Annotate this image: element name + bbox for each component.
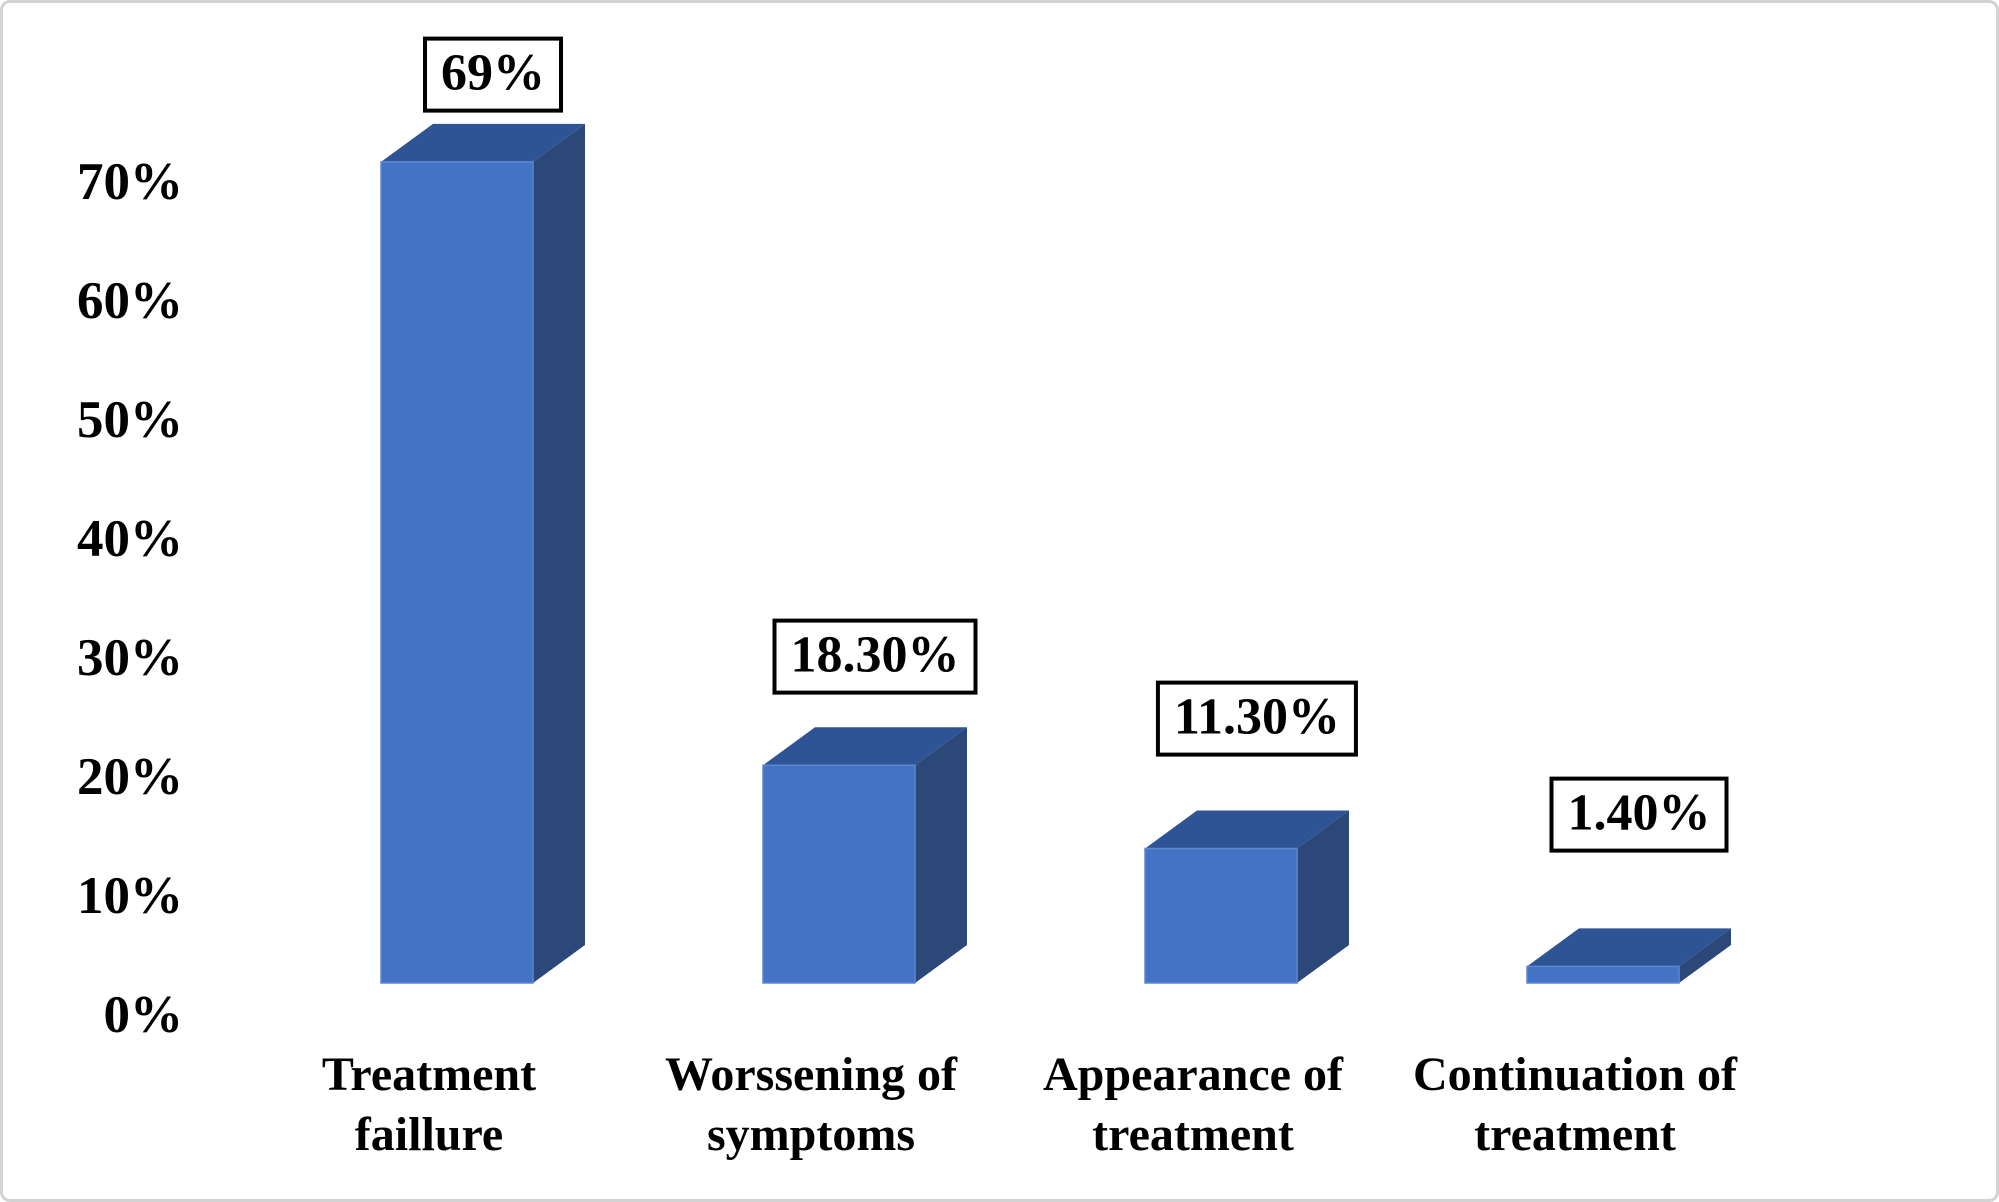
bar-side-face-0 <box>533 123 585 983</box>
category-label-line: Treatment <box>321 1048 537 1101</box>
category-label: Continuation of treatment <box>1295 1045 1855 1166</box>
data-label-box: 11.30% <box>1155 680 1359 757</box>
bar-side-face-1 <box>915 727 967 983</box>
bar-front-face-1 <box>762 764 916 984</box>
bar-top-face-0 <box>381 123 585 162</box>
y-axis-tick-label: 40% <box>77 509 183 568</box>
bar-top-face-3 <box>1527 928 1731 967</box>
y-axis-tick-label: 30% <box>77 628 183 687</box>
category-label-line: Appearance of <box>1043 1048 1343 1101</box>
bar-side-face-3 <box>1679 928 1731 983</box>
category-label-line: Continuation of <box>1412 1048 1738 1101</box>
bar-side-face-2 <box>1297 810 1349 983</box>
bar-top-face-2 <box>1145 810 1349 849</box>
data-label-box: 69% <box>423 36 563 113</box>
y-axis-tick-label: 70% <box>77 152 183 211</box>
bar-front-face-0 <box>380 161 534 984</box>
category-label: Worssening of symptoms <box>531 1045 1091 1166</box>
data-label-box: 18.30% <box>772 618 978 695</box>
y-axis-tick-label: 50% <box>77 390 183 449</box>
bar-front-face-2 <box>1144 847 1298 984</box>
bar-front-face-3 <box>1526 965 1680 984</box>
y-axis-tick-label: 20% <box>77 747 183 806</box>
y-axis-tick-label: 10% <box>77 866 183 925</box>
category-label-line: faillure <box>354 1108 504 1162</box>
category-label-line: Worssening of <box>664 1048 958 1101</box>
category-label-line: treatment <box>1092 1108 1294 1162</box>
category-label: Treatment faillure <box>149 1045 709 1166</box>
y-axis-tick-label: 0% <box>103 985 184 1044</box>
y-axis-tick-label: 60% <box>77 271 183 330</box>
bar-top-face-1 <box>763 727 967 766</box>
category-label: Appearance of treatment <box>913 1045 1473 1166</box>
bars-svg <box>380 123 1731 984</box>
category-label-line: treatment <box>1474 1108 1676 1162</box>
data-label-box: 1.40% <box>1549 776 1729 853</box>
category-label-line: symptoms <box>706 1108 915 1162</box>
